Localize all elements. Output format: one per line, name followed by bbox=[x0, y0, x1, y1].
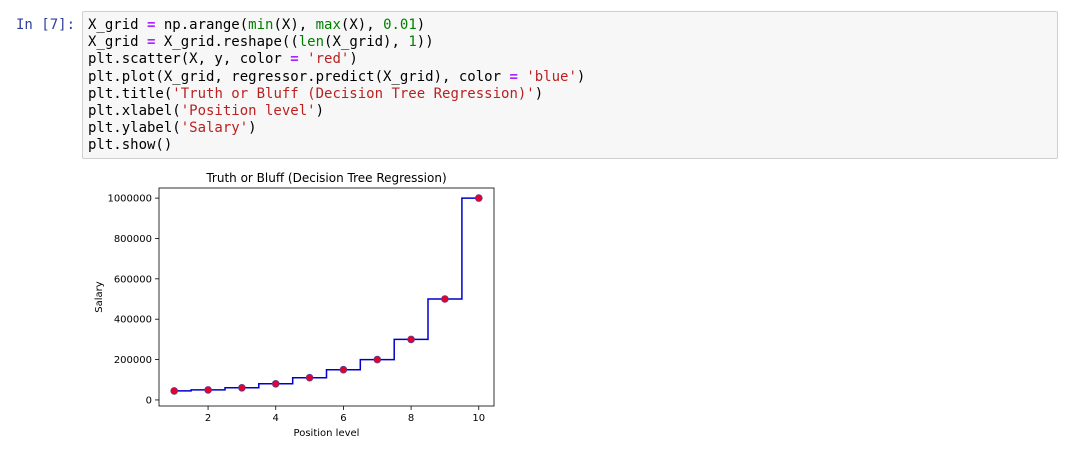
code-token: = bbox=[290, 51, 299, 68]
y-tick-label: 800000 bbox=[114, 234, 152, 245]
chart: Truth or Bluff (Decision Tree Regression… bbox=[94, 171, 495, 439]
code-token: plt.xlabel( bbox=[88, 102, 181, 119]
x-tick-label: 6 bbox=[340, 413, 346, 424]
code-token: = bbox=[509, 68, 518, 85]
code-token: np.arange( bbox=[155, 17, 249, 33]
scatter-point bbox=[204, 386, 212, 394]
code-line[interactable]: plt.show() bbox=[88, 137, 585, 154]
code-token: min bbox=[248, 17, 274, 33]
code-token: (X_grid), bbox=[324, 34, 409, 51]
code-token bbox=[299, 51, 307, 67]
code-token: 0.01 bbox=[383, 17, 417, 33]
code-token: plt.show() bbox=[88, 137, 173, 154]
scatter-point bbox=[238, 384, 246, 392]
code-token: (X), bbox=[273, 17, 316, 33]
code-token: 'Truth or Bluff (Decision Tree Regressio… bbox=[172, 85, 535, 102]
code-token: plt.title( bbox=[88, 85, 173, 102]
plot-frame bbox=[158, 187, 495, 407]
code-token: X_grid.reshape(( bbox=[155, 34, 299, 51]
code-token: len bbox=[298, 34, 325, 51]
scatter-point bbox=[474, 194, 483, 202]
code-token: X_grid bbox=[88, 34, 148, 51]
code-token: max bbox=[315, 17, 341, 33]
scatter-point bbox=[170, 387, 178, 395]
code-token: ) bbox=[416, 17, 426, 33]
x-tick-label: 8 bbox=[408, 413, 414, 424]
y-tick-label: 200000 bbox=[114, 355, 152, 366]
code-token: 'blue' bbox=[526, 68, 577, 85]
input-prompt: In [7]: bbox=[16, 17, 76, 33]
code-line[interactable]: plt.title('Truth or Bluff (Decision Tree… bbox=[88, 86, 585, 103]
code-token: plt.scatter(X, y, color bbox=[88, 51, 291, 68]
code-line[interactable]: X_grid = X_grid.reshape((len(X_grid), 1)… bbox=[88, 34, 585, 51]
code-token: plt.ylabel( bbox=[88, 120, 181, 137]
scatter-point bbox=[441, 295, 449, 303]
code-token: ) bbox=[534, 85, 544, 102]
y-tick-label: 600000 bbox=[114, 274, 152, 285]
chart-title: Truth or Bluff (Decision Tree Regression… bbox=[205, 171, 446, 185]
code-lines[interactable]: X_grid = np.arange(min(X), max(X), 0.01)… bbox=[88, 17, 585, 155]
scatter-point bbox=[339, 365, 348, 374]
code-line[interactable]: plt.ylabel('Salary') bbox=[88, 120, 585, 137]
code-token: 'Salary' bbox=[180, 120, 249, 137]
prediction-step-line bbox=[174, 197, 479, 392]
code-line[interactable]: plt.plot(X_grid, regressor.predict(X_gri… bbox=[88, 69, 585, 86]
code-editor[interactable]: X_grid = np.arange(min(X), max(X), 0.01)… bbox=[82, 11, 1058, 159]
code-token: ) bbox=[315, 102, 325, 119]
code-token: 'red' bbox=[307, 51, 350, 68]
code-token: 1 bbox=[408, 34, 417, 51]
scatter-point bbox=[305, 373, 314, 382]
y-tick-label: 400000 bbox=[114, 315, 152, 326]
code-token: X_grid bbox=[88, 17, 148, 33]
y-tick-label: 1000000 bbox=[107, 194, 152, 205]
code-token: 'Position level' bbox=[180, 102, 316, 119]
y-tick-label: 0 bbox=[146, 395, 152, 406]
code-token: = bbox=[147, 34, 156, 51]
x-tick-label: 4 bbox=[273, 413, 279, 424]
code-token: ) bbox=[248, 120, 257, 137]
code-line[interactable]: X_grid = np.arange(min(X), max(X), 0.01) bbox=[88, 17, 585, 34]
code-token: ) bbox=[576, 68, 586, 85]
x-axis-label: Position level bbox=[294, 428, 360, 439]
code-token: ) bbox=[349, 51, 358, 68]
x-tick-label: 2 bbox=[205, 413, 211, 424]
code-token: plt.plot(X_grid, regressor.predict(X_gri… bbox=[88, 68, 510, 85]
x-tick-label: 10 bbox=[472, 413, 485, 424]
y-axis-label: Salary bbox=[94, 281, 105, 312]
code-token: (X), bbox=[340, 17, 384, 33]
code-line[interactable]: plt.scatter(X, y, color = 'red') bbox=[88, 51, 585, 68]
code-line[interactable]: plt.xlabel('Position level') bbox=[88, 103, 585, 120]
output-area: Truth or Bluff (Decision Tree Regression… bbox=[82, 166, 522, 456]
scatter-point bbox=[271, 380, 280, 388]
scatter-point bbox=[407, 335, 415, 344]
scatter-point bbox=[373, 355, 382, 364]
code-token: )) bbox=[416, 34, 434, 51]
code-token: = bbox=[147, 17, 156, 33]
